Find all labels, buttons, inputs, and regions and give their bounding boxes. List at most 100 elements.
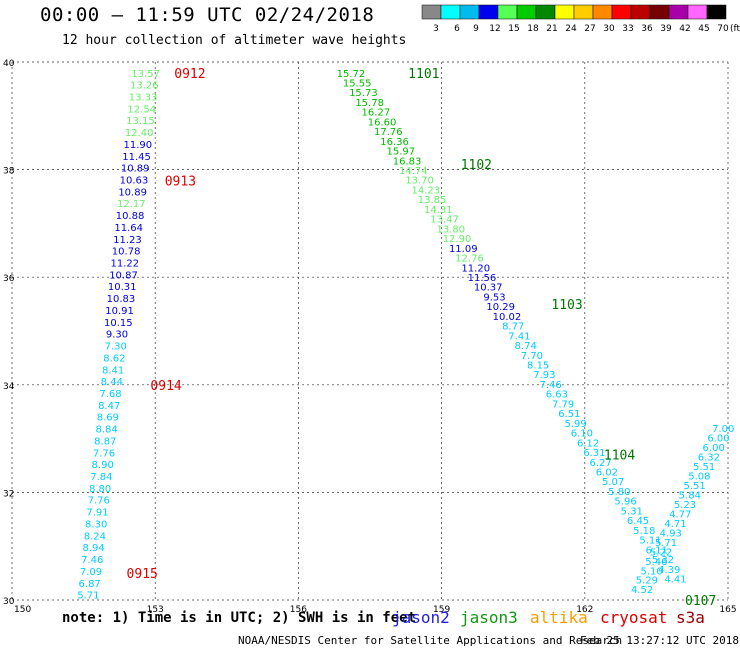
swh-value-label: 5.46 [645, 557, 667, 568]
swh-value-label: 13.57 [131, 69, 160, 80]
legend-tick-label: 30 [603, 24, 615, 34]
swh-value-label: 5.71 [655, 538, 677, 549]
swh-value-label: 13.80 [436, 224, 465, 235]
swh-value-label: 5.18 [633, 526, 655, 537]
legend-tick-label: 45 [698, 24, 709, 34]
swh-value-label: 13.15 [126, 116, 155, 127]
legend-swatch [592, 4, 613, 20]
legend-swatch [440, 4, 461, 20]
swh-value-label: 10.89 [121, 164, 150, 175]
swh-value-label: 6.12 [577, 438, 599, 449]
swh-value-label: 10.31 [108, 282, 137, 293]
swh-value-label: 7.70 [521, 351, 543, 362]
legend-tick-label: 33 [622, 24, 633, 34]
chart-subtitle: 12 hour collection of altimeter wave hei… [62, 33, 407, 48]
y-tick-label: 40 [3, 59, 15, 69]
swh-value-label: 9.53 [483, 292, 505, 303]
x-tick-label: 150 [14, 605, 31, 615]
satellite-s3a: s3a [676, 608, 705, 627]
swh-value-label: 10.02 [493, 312, 522, 323]
x-tick-label: 162 [576, 605, 593, 615]
legend-swatch [611, 4, 632, 20]
swh-value-label: 6.87 [79, 579, 101, 590]
legend-swatch [706, 4, 727, 20]
chart-values: 13.5713.2613.3312.5413.1512.4011.9011.45… [77, 67, 734, 609]
swh-value-label: 16.83 [393, 156, 422, 167]
satellite-cryosat: cryosat [600, 608, 668, 627]
legend-unit: (ft) [730, 24, 740, 34]
swh-value-label: 8.77 [502, 322, 524, 333]
legend-tick-label: 15 [508, 24, 519, 34]
swh-value-label: 7.00 [712, 424, 734, 435]
pass-time-label: 0912 [174, 67, 205, 82]
legend-swatch [535, 4, 556, 20]
x-tick-label: 165 [719, 605, 736, 615]
swh-value-label: 6.00 [703, 443, 725, 454]
swh-value-label: 15.55 [343, 78, 372, 89]
swh-value-label: 13.85 [418, 195, 447, 206]
legend-tick-label: 21 [546, 24, 557, 34]
generated-time: Feb 25 13:27:12 UTC 2018 [580, 634, 739, 647]
y-tick-label: 36 [3, 274, 15, 284]
legend-tick-label: 24 [565, 24, 577, 34]
legend-tick-label: 9 [473, 24, 479, 34]
legend-tick-label: 39 [660, 24, 672, 34]
swh-value-label: 4.39 [658, 565, 680, 576]
legend-swatch [478, 4, 499, 20]
swh-value-label: 13.26 [130, 81, 159, 92]
swh-value-label: 5.96 [614, 497, 636, 508]
x-tick-label: 156 [290, 605, 307, 615]
swh-value-label: 11.09 [449, 244, 478, 255]
y-tick-label: 30 [3, 597, 15, 607]
swh-value-label: 7.91 [86, 508, 108, 519]
legend-tick-label: 3 [433, 24, 439, 34]
swh-value-label: 11.20 [461, 263, 490, 274]
legend-swatch [497, 4, 518, 20]
swh-value-label: 5.80 [608, 487, 630, 498]
swh-value-label: 10.63 [120, 176, 149, 187]
swh-value-label: 8.74 [515, 341, 537, 352]
legend-swatch [630, 4, 651, 20]
pass-time-label: 0914 [150, 379, 181, 394]
chart-grid: 150 153 156 159 162 165 30 32 34 36 38 40 [3, 59, 737, 615]
swh-value-label: 8.90 [92, 460, 114, 471]
swh-value-label: 8.69 [97, 413, 119, 424]
pass-time-label: 1102 [461, 158, 492, 173]
swh-value-label: 6.11 [646, 545, 668, 556]
legend-tick-label: 6 [454, 24, 460, 34]
pass-time-label: 1103 [551, 298, 582, 313]
swh-value-label: 10.29 [486, 302, 515, 313]
legend-swatch [421, 4, 442, 20]
swh-value-label: 5.99 [564, 419, 586, 430]
swh-value-label: 7.93 [533, 370, 555, 381]
swh-value-label: 8.62 [103, 353, 125, 364]
swh-value-label: 12.17 [117, 199, 146, 210]
swh-value-label: 15.72 [337, 69, 366, 80]
swh-value-label: 13.70 [405, 176, 434, 187]
credit-line: NOAA/NESDIS Center for Satellite Applica… [238, 634, 623, 647]
swh-value-label: 9.30 [106, 330, 128, 341]
legend-swatch [668, 4, 689, 20]
swh-value-label: 12.76 [455, 254, 484, 265]
swh-value-label: 7.30 [105, 342, 127, 353]
swh-value-label: 6.32 [698, 452, 720, 463]
swh-value-label: 5.08 [688, 471, 710, 482]
chart-title: 00:00 – 11:59 UTC 02/24/2018 [40, 4, 375, 26]
swh-value-label: 4.77 [669, 509, 691, 520]
legend-tick-label: 18 [527, 24, 539, 34]
footer-note: note: 1) Time is in UTC; 2) SWH is in fe… [62, 610, 417, 626]
swh-value-label: 7.84 [90, 472, 112, 483]
legend-swatch [649, 4, 670, 20]
swh-value-label: 8.47 [98, 401, 120, 412]
swh-value-label: 13.47 [430, 215, 459, 226]
swh-value-label: 11.23 [113, 235, 142, 246]
swh-value-label: 15.97 [387, 147, 416, 158]
swh-value-label: 7.09 [80, 567, 102, 578]
swh-value-label: 8.80 [89, 484, 111, 495]
pass-time-label: 0913 [165, 174, 196, 189]
swh-value-label: 5.10 [640, 566, 662, 577]
swh-value-label: 5.51 [693, 462, 715, 473]
swh-value-label: 5.51 [683, 481, 705, 492]
